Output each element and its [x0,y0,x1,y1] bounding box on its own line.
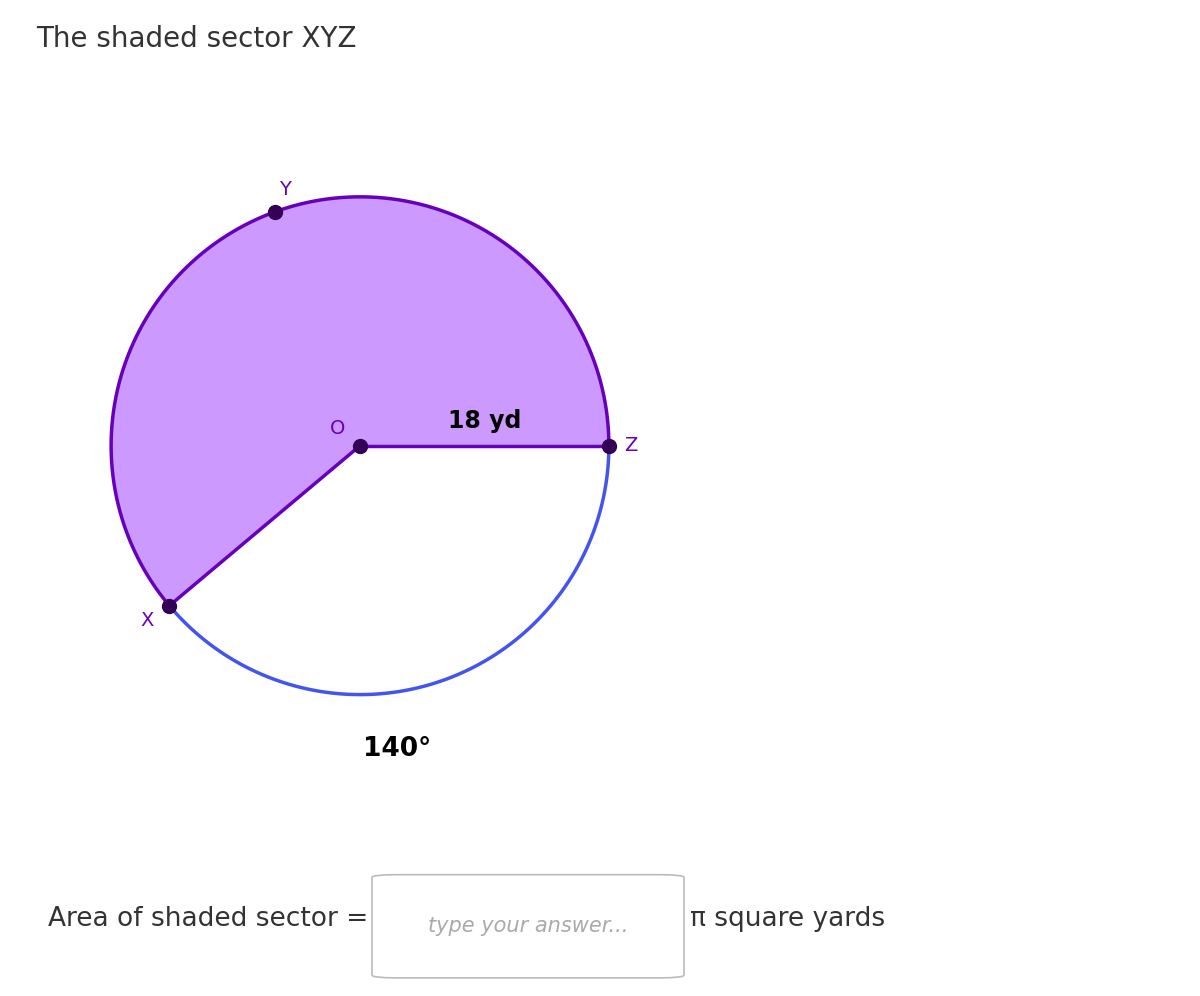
Point [599,438,618,454]
Polygon shape [112,197,608,606]
Text: The shaded sector XYZ: The shaded sector XYZ [36,25,356,53]
FancyBboxPatch shape [372,874,684,978]
Text: 18 yd: 18 yd [448,408,521,433]
Text: type your answer...: type your answer... [428,916,628,936]
Point [350,438,370,454]
Text: π square yards: π square yards [690,906,886,932]
Text: O: O [330,418,346,438]
Point [265,204,284,220]
Text: Y: Y [278,180,290,199]
Text: Area of shaded sector =: Area of shaded sector = [48,906,368,932]
Text: 140°: 140° [364,736,432,762]
Text: Z: Z [625,436,638,455]
Text: X: X [140,612,154,630]
Point [160,598,179,614]
